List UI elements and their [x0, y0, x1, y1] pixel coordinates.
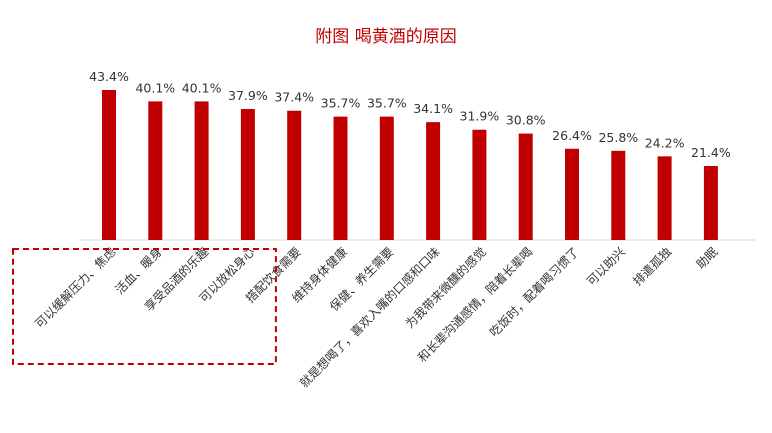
value-label-5: 37.4% [274, 90, 314, 105]
category-label-11: 吃饭时，配着喝习惯了 [486, 244, 581, 339]
category-label-9: 为我带来微醺的感觉 [402, 244, 489, 331]
value-label-7: 35.7% [367, 96, 407, 111]
bar-5 [287, 110, 302, 240]
bar-8 [426, 122, 441, 240]
bar-2 [148, 101, 163, 240]
value-label-13: 24.2% [645, 135, 685, 150]
highlight-box [12, 248, 277, 365]
value-label-8: 34.1% [413, 101, 453, 116]
value-label-14: 21.4% [691, 145, 731, 160]
chart-title: 附图 喝黄酒的原因 [315, 27, 456, 47]
value-labels-group: 43.4% 40.1% 40.1% 37.9% 37.4% 35.7% 35.7% 34.1%… [89, 69, 731, 160]
bar-4 [240, 109, 255, 240]
bar-1 [102, 90, 116, 240]
bar-13 [657, 156, 672, 240]
bar-6 [333, 116, 348, 240]
category-labels-group: 可以缓解压力、焦虑活血、暖身享受品酒的乐趣可以放松身心搭配饮食需要维持身体健康保… [32, 244, 720, 390]
value-label-3: 40.1% [182, 80, 222, 95]
value-label-2: 40.1% [135, 80, 175, 95]
bars-group [102, 90, 718, 240]
bar-10 [518, 133, 533, 240]
value-label-12: 25.8% [598, 130, 638, 145]
bar-14 [703, 166, 718, 240]
category-label-13: 排遣孤独 [630, 244, 675, 289]
value-label-4: 37.9% [228, 88, 268, 103]
bar-7 [379, 116, 394, 240]
bar-3 [194, 101, 209, 240]
value-label-11: 26.4% [552, 128, 592, 143]
category-label-12: 可以助兴 [584, 245, 628, 289]
category-label-14: 助眠 [694, 245, 721, 272]
value-label-6: 35.7% [321, 96, 361, 111]
value-label-9: 31.9% [460, 109, 500, 124]
value-label-10: 30.8% [506, 113, 546, 128]
bar-11 [565, 148, 579, 240]
value-label-1: 43.4% [89, 69, 129, 84]
category-label-1: 可以缓解压力、焦虑 [32, 245, 118, 331]
bar-9 [472, 129, 487, 240]
bar-12 [611, 150, 626, 240]
